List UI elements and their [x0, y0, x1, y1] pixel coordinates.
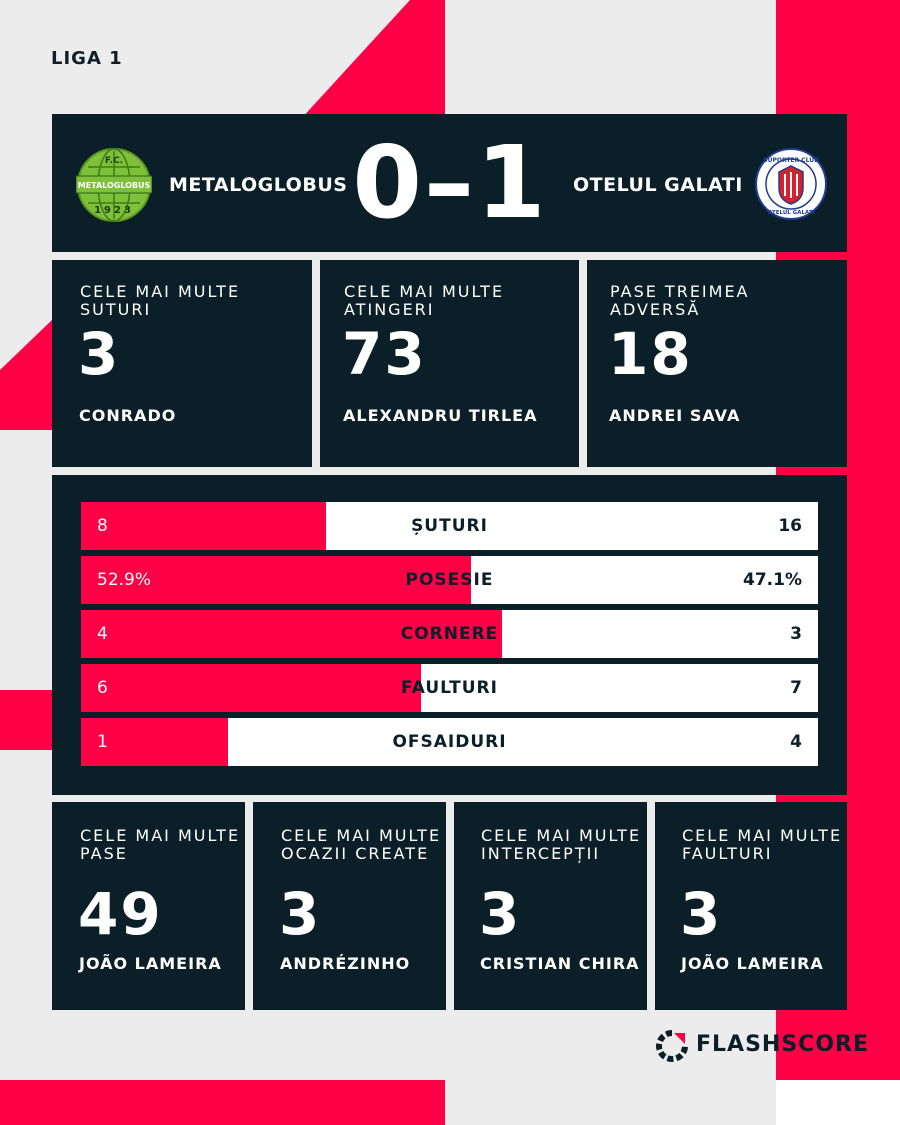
- stat-card-title: CELE MAI MULTE ATINGERI: [344, 282, 505, 319]
- away-value: 3: [790, 624, 802, 644]
- away-value: 7: [790, 678, 802, 698]
- away-team-logo: SUPORTER CLUB OTELUL GALATI: [755, 148, 827, 220]
- away-logo-bottom-text: OTELUL GALATI: [767, 210, 814, 216]
- stat-card-value: 49: [78, 880, 163, 948]
- stat-card-player: CRISTIAN CHIRA: [480, 954, 640, 973]
- league-label: LIGA 1: [51, 48, 123, 69]
- stat-card-value: 73: [342, 320, 427, 388]
- home-share-fill: [81, 556, 471, 604]
- away-value: 47.1%: [743, 570, 802, 590]
- stat-card-title: CELE MAI MULTE INTERCEPȚII: [481, 826, 642, 863]
- comparison-label: FAULTURI: [401, 678, 498, 698]
- stat-card-interceptions: CELE MAI MULTE INTERCEPȚII 3 CRISTIAN CH…: [454, 802, 647, 1010]
- comparison-label: ȘUTURI: [411, 516, 488, 536]
- stat-card-title: CELE MAI MULTE PASE: [80, 826, 241, 863]
- comparison-row-shots: ȘUTURI 8 16: [81, 502, 818, 550]
- home-value: 52.9%: [97, 570, 152, 590]
- home-value: 8: [97, 516, 108, 536]
- home-team-logo: F.C. METALOGLOBUS 1923: [75, 147, 153, 223]
- stat-card-fouls: CELE MAI MULTE FAULTURI 3 JOÃO LAMEIRA: [655, 802, 847, 1010]
- home-logo-bottom-text: 1923: [94, 205, 134, 216]
- comparison-label: POSESIE: [405, 570, 494, 590]
- stat-card-title: CELE MAI MULTE OCAZII CREATE: [281, 826, 442, 863]
- stat-card-player: JOÃO LAMEIRA: [79, 954, 222, 973]
- home-value: 6: [97, 678, 108, 698]
- away-logo-top-text: SUPORTER CLUB: [763, 157, 819, 164]
- stat-card-value: 3: [680, 880, 723, 948]
- away-value: 4: [790, 732, 802, 752]
- home-share-fill: [81, 610, 502, 658]
- home-logo-top-text: F.C.: [105, 156, 123, 166]
- comparison-row-corners: CORNERE 4 3: [81, 610, 818, 658]
- stat-card-player: ALEXANDRU TIRLEA: [343, 406, 538, 425]
- away-team-name: OTELUL GALATI: [573, 174, 743, 196]
- home-share-fill: [81, 502, 327, 550]
- comparison-row-offsides: OFSAIDURI 1 4: [81, 718, 818, 766]
- comparison-row-fouls: FAULTURI 6 7: [81, 664, 818, 712]
- home-share-fill: [81, 664, 422, 712]
- stat-card-player: ANDREI SAVA: [609, 406, 741, 425]
- stat-card-value: 3: [479, 880, 522, 948]
- stat-card-value: 3: [78, 320, 121, 388]
- match-score: 0–1: [352, 124, 548, 241]
- flashscore-logo-icon: [656, 1030, 688, 1062]
- brand-name: FLASHSCORE: [696, 1032, 869, 1057]
- comparison-label: OFSAIDURI: [392, 732, 507, 752]
- home-logo-band-text: METALOGLOBUS: [78, 181, 151, 190]
- stat-card-title: CELE MAI MULTE FAULTURI: [682, 826, 843, 863]
- comparison-label: CORNERE: [400, 624, 499, 644]
- stat-card-title: PASE TREIMEA ADVERSĂ: [610, 282, 750, 319]
- stat-card-shots: CELE MAI MULTE SUTURI 3 CONRADO: [52, 260, 312, 467]
- stat-card-value: 3: [279, 880, 322, 948]
- stat-card-passes: CELE MAI MULTE PASE 49 JOÃO LAMEIRA: [52, 802, 245, 1010]
- stat-card-player: JOÃO LAMEIRA: [681, 954, 824, 973]
- home-share-fill: [81, 718, 229, 766]
- home-value: 4: [97, 624, 108, 644]
- stat-card-title: CELE MAI MULTE SUTURI: [80, 282, 241, 319]
- comparison-row-possession: POSESIE 52.9% 47.1%: [81, 556, 818, 604]
- stat-card-value: 18: [608, 320, 693, 388]
- home-value: 1: [97, 732, 108, 752]
- stat-card-player: ANDRÉZINHO: [280, 954, 411, 973]
- stat-card-touches: CELE MAI MULTE ATINGERI 73 ALEXANDRU TIR…: [320, 260, 579, 467]
- stat-card-final-third-passes: PASE TREIMEA ADVERSĂ 18 ANDREI SAVA: [587, 260, 847, 467]
- stat-card-chances-created: CELE MAI MULTE OCAZII CREATE 3 ANDRÉZINH…: [253, 802, 446, 1010]
- stat-card-player: CONRADO: [79, 406, 177, 425]
- score-header: F.C. METALOGLOBUS 1923 METALOGLOBUS 0–1 …: [52, 114, 847, 252]
- home-team-name: METALOGLOBUS: [169, 174, 348, 196]
- away-value: 16: [778, 516, 802, 536]
